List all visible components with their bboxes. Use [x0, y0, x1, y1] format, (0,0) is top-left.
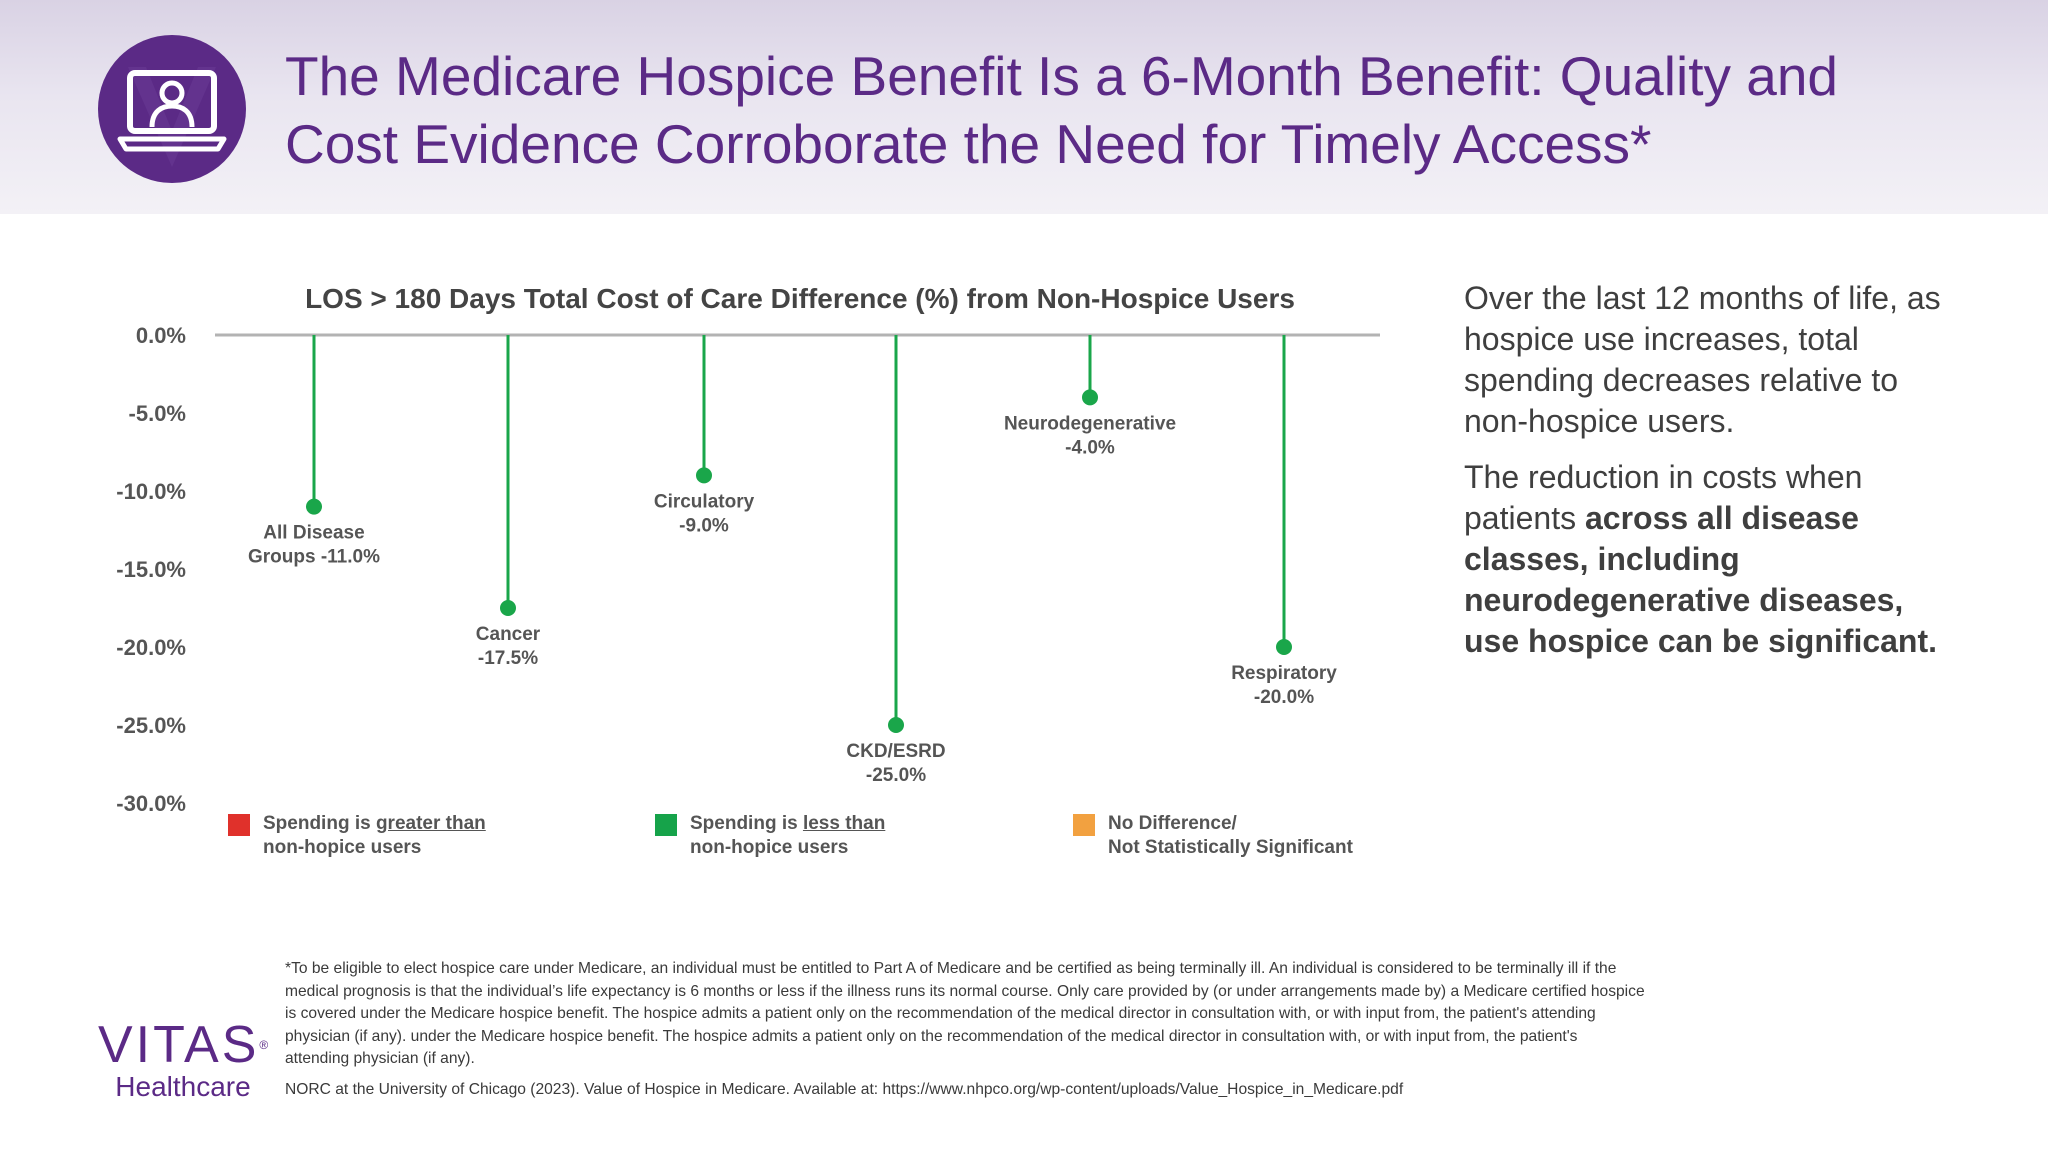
- footnote: *To be eligible to elect hospice care un…: [285, 958, 1645, 1101]
- y-tick-label: -30.0%: [116, 791, 186, 816]
- data-label: -25.0%: [866, 765, 926, 786]
- data-label: -17.5%: [478, 648, 538, 669]
- data-point: [306, 498, 322, 515]
- data-label: Neurodegenerative: [1004, 413, 1176, 434]
- data-label: -4.0%: [1065, 437, 1115, 458]
- y-tick-label: -10.0%: [116, 479, 186, 504]
- legend-swatch-green: [655, 814, 677, 836]
- data-label: Cancer: [476, 624, 541, 645]
- data-point: [888, 717, 904, 733]
- citation: NORC at the University of Chicago (2023)…: [285, 1080, 1404, 1098]
- data-label: Respiratory: [1231, 663, 1337, 684]
- data-label: -20.0%: [1254, 687, 1314, 708]
- logo-subtitle: Healthcare: [115, 1071, 251, 1102]
- data-point: [1082, 389, 1098, 406]
- y-tick-label: -5.0%: [129, 401, 186, 426]
- legend-prefix: Spending is: [263, 813, 376, 834]
- legend-prefix: No Difference/: [1108, 813, 1237, 834]
- legend-emphasis: less than: [802, 813, 886, 834]
- y-axis-ticks: 0.0% -5.0% -10.0% -15.0% -20.0% -25.0% -30.0%: [116, 323, 186, 816]
- legend-swatch-orange: [1073, 814, 1095, 836]
- logo-wordmark: VITAS®: [98, 1018, 268, 1072]
- side-summary: Over the last 12 months of life, as hosp…: [1464, 278, 1964, 662]
- legend-line2: non-hopice users: [690, 837, 849, 858]
- legend-emphasis: greater than: [375, 813, 486, 834]
- data-point: [500, 600, 516, 616]
- legend-text-less: Spending is less than non-hopice users: [690, 812, 885, 860]
- legend-text-greater: Spending is greater than non-hopice user…: [263, 812, 486, 860]
- legend-swatch-red: [228, 814, 250, 836]
- summary-p2-bold: across all disease classes, including ne…: [1464, 500, 1938, 659]
- logo-word: VITAS: [98, 1016, 260, 1074]
- cost-difference-chart: LOS > 180 Days Total Cost of Care Differ…: [116, 283, 1380, 816]
- y-tick-label: -20.0%: [116, 635, 186, 660]
- legend-text-no-difference: No Difference/ Not Statistically Signifi…: [1108, 812, 1353, 860]
- data-label: -9.0%: [679, 515, 729, 536]
- chart-title: LOS > 180 Days Total Cost of Care Differ…: [305, 283, 1295, 314]
- summary-paragraph-1: Over the last 12 months of life, as hosp…: [1464, 280, 1941, 439]
- y-tick-label: -25.0%: [116, 713, 186, 738]
- title-line-2: Cost Evidence Corroborate the Need for T…: [285, 113, 1652, 175]
- legend-line2: Not Statistically Significant: [1108, 837, 1353, 858]
- data-label: CKD/ESRD: [846, 741, 945, 762]
- data-label: Circulatory: [654, 491, 755, 512]
- laptop-user-icon: [98, 35, 246, 183]
- y-tick-label: -15.0%: [116, 557, 186, 582]
- legend-line2: non-hopice users: [263, 837, 422, 858]
- data-label: Groups -11.0%: [248, 547, 380, 568]
- legend-prefix: Spending is: [690, 813, 803, 834]
- logo-registered-mark: ®: [259, 1038, 269, 1052]
- vitas-logo: VITAS® Healthcare: [98, 1018, 268, 1102]
- title-line-1: The Medicare Hospice Benefit Is a 6-Mont…: [285, 45, 1839, 107]
- chart-point-labels: All Disease Groups -11.0% Cancer -17.5% Circ…: [248, 413, 1337, 786]
- data-point: [696, 467, 712, 484]
- footnote-text: *To be eligible to elect hospice care un…: [285, 960, 1645, 1067]
- summary-p2-plain: The reduction in costs when patients: [1464, 459, 1863, 536]
- chart-stems: [312, 335, 1286, 725]
- page-title: The Medicare Hospice Benefit Is a 6-Mont…: [285, 42, 2005, 178]
- data-label: All Disease: [263, 523, 364, 544]
- data-point: [1276, 639, 1292, 655]
- y-tick-label: 0.0%: [136, 323, 186, 348]
- summary-paragraph-2: The reduction in costs when patients acr…: [1464, 457, 1964, 662]
- chart-points: [306, 389, 1292, 733]
- header-band: The Medicare Hospice Benefit Is a 6-Mont…: [0, 0, 2048, 214]
